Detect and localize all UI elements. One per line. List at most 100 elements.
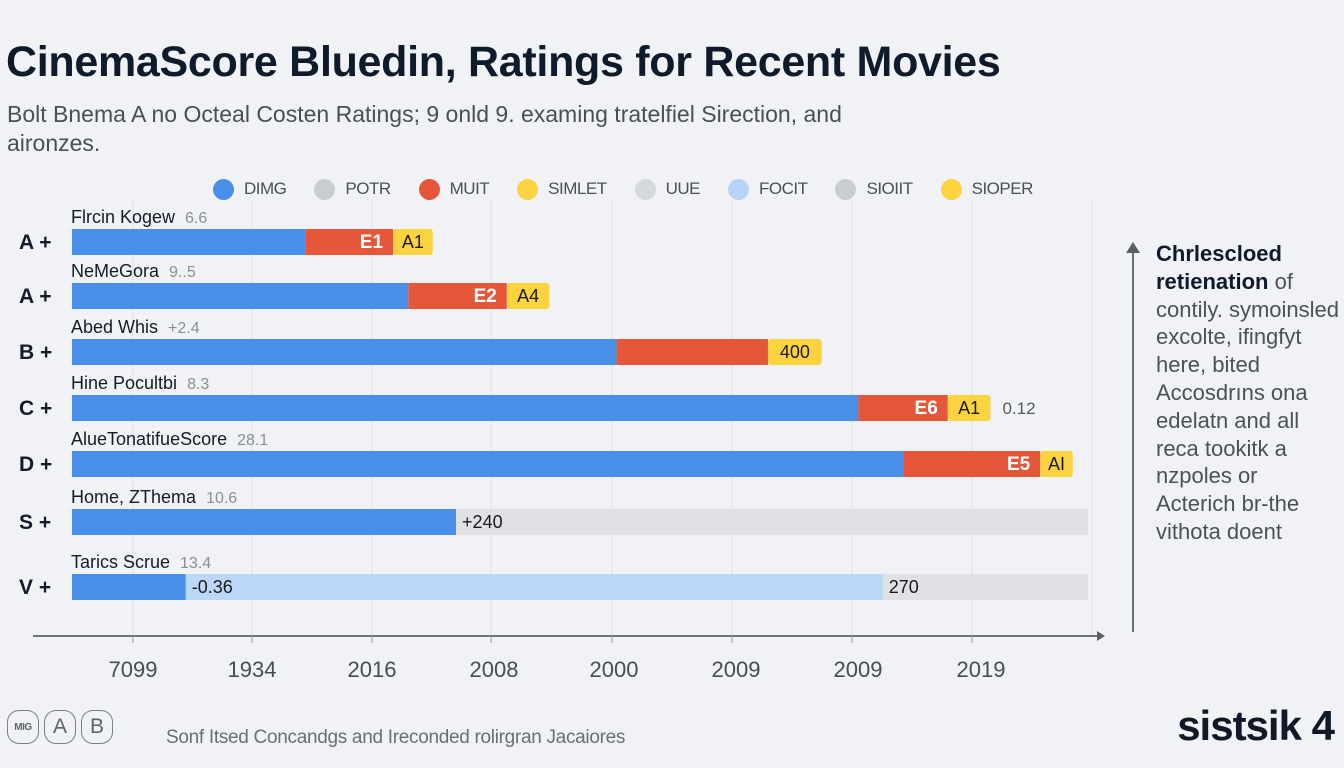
badge-b[interactable]: B	[81, 710, 113, 744]
bar-segment-dimg	[72, 395, 859, 421]
legend-swatch-icon	[314, 178, 336, 200]
badge-mig[interactable]: MIG	[7, 710, 39, 744]
legend-swatch-icon	[835, 178, 857, 200]
legend-item[interactable]: FOCIT	[727, 178, 808, 200]
legend-label: SIMLET	[548, 179, 607, 198]
legend-item[interactable]: UUE	[634, 178, 701, 200]
bar-segment-dimg	[72, 229, 306, 255]
x-tick-label: 2008	[470, 657, 519, 682]
bar-segment-muit	[903, 451, 1041, 477]
legend-label: SIOIIT	[866, 179, 913, 198]
row-value-label: 6.6	[185, 210, 207, 227]
x-tick-label: 2000	[590, 657, 639, 682]
bar-segment-dimg	[72, 451, 904, 477]
row-grade-label: V +	[19, 576, 51, 599]
bar-segment-simlet	[767, 339, 822, 365]
row-movie-name: AlueTonatifueScore	[71, 429, 227, 449]
bar-segment-dimg	[72, 339, 617, 365]
bar-segment-label: 270	[889, 577, 919, 597]
bar-segment-label: A1	[958, 398, 980, 418]
bar-segment-muit	[305, 229, 394, 255]
row-value-label: +2.4	[168, 320, 200, 337]
side-axis-line	[1132, 250, 1134, 632]
bar-segment-label: A4	[517, 286, 539, 306]
side-heading: Chrlescloed	[1156, 241, 1282, 266]
legend-label: MUIT	[449, 179, 490, 198]
legend-label: POTR	[345, 179, 391, 198]
bar-segment-simlet	[393, 229, 433, 255]
row-value-label: 8.3	[187, 376, 209, 393]
x-tick-label: 2009	[712, 657, 761, 682]
bar-segment-label: E6	[915, 398, 938, 419]
legend: DIMG POTR MUIT SIMLET UUE FOCIT SIOIIT SIOPER	[213, 177, 1061, 201]
legend-item[interactable]: MUIT	[418, 178, 490, 200]
bar-segment-dimg	[72, 283, 409, 309]
legend-swatch-icon	[418, 178, 440, 200]
bar-segment-uue	[882, 574, 1088, 600]
legend-swatch-icon	[940, 178, 962, 200]
row-grade-label: S +	[19, 511, 51, 534]
bar-segment-simlet	[947, 395, 991, 421]
chart-subtitle: Bolt Bnema A no Octeal Costen Ratings; 9…	[7, 101, 842, 156]
legend-label: DIMG	[244, 179, 287, 198]
row-movie-name: Home, ZThema	[71, 487, 197, 507]
side-heading-2: retienation	[1156, 268, 1269, 294]
row-movie-name: Tarics Scrue	[71, 552, 170, 572]
bar-segment-label: -0.36	[192, 577, 233, 597]
bar-segment-dimg	[72, 509, 457, 535]
row-grade-label: A +	[19, 231, 51, 254]
legend-item[interactable]: SIOPER	[940, 178, 1034, 200]
row-movie-name: Flrcin Kogew	[71, 207, 176, 227]
bar-segment-muit	[858, 395, 948, 421]
x-tick-label: 2016	[348, 657, 397, 682]
bar-segment-simlet	[506, 283, 550, 309]
row-grade-label: D +	[19, 453, 52, 476]
bar-segment-label: E5	[1007, 454, 1031, 475]
x-tick-label: 2009	[834, 657, 883, 682]
badge-a[interactable]: A	[44, 710, 76, 744]
bar-end-label: 0.12	[1002, 399, 1035, 418]
bar-segment-dimg	[72, 574, 186, 600]
side-annotation: Chrlescloed retienation of contily. symo…	[1156, 240, 1341, 546]
bar-segment-focit	[185, 574, 883, 600]
bar-segment-muit	[408, 283, 507, 309]
x-axis-arrow-icon	[1097, 631, 1105, 641]
bar-segment-muit	[616, 339, 768, 365]
row-value-label: 28.1	[237, 432, 268, 449]
row-movie-name: NeMeGora	[71, 261, 160, 281]
side-heading-rest: of	[1268, 268, 1293, 294]
bar-segment-label: E2	[474, 286, 497, 307]
bar-segment-label: E1	[360, 232, 384, 253]
brand-logo: sistsik 4	[1177, 702, 1335, 749]
legend-item[interactable]: DIMG	[213, 178, 287, 200]
row-grade-label: A +	[19, 285, 51, 308]
bar-segment-label: AI	[1048, 454, 1065, 474]
bar-segment-label: +240	[462, 512, 503, 532]
legend-label: FOCIT	[758, 179, 808, 198]
legend-item[interactable]: SIMLET	[517, 178, 607, 200]
legend-swatch-icon	[517, 178, 539, 200]
row-movie-name: Abed Whis	[71, 317, 158, 337]
legend-swatch-icon	[634, 178, 656, 200]
row-movie-name: Hine Pocultbi	[71, 373, 177, 393]
bar-segment-simlet	[1040, 451, 1073, 477]
legend-item[interactable]: POTR	[314, 178, 391, 200]
side-body: contily. symoinsled excolte, ifingfyt he…	[1156, 296, 1339, 544]
footer-note: Sonf Itsed Concandgs and Ireconded rolir…	[166, 727, 626, 748]
legend-swatch-icon	[727, 178, 749, 200]
legend-label: UUE	[665, 179, 701, 198]
legend-label: SIOPER	[971, 179, 1034, 198]
chart-title: CinemaScore Bluedin, Ratings for Recent …	[6, 38, 1001, 86]
bar-segment-uue	[456, 509, 1089, 535]
row-value-label: 13.4	[180, 555, 211, 572]
bar-segment-label: A1	[402, 232, 424, 252]
x-tick-label: 7099	[109, 657, 158, 682]
legend-item[interactable]: SIOIIT	[835, 178, 913, 200]
legend-swatch-icon	[213, 178, 234, 200]
x-tick-label: 2019	[957, 657, 1006, 682]
bar-segment-label: 400	[780, 342, 810, 362]
row-grade-label: C +	[19, 397, 52, 420]
x-tick-label: 1934	[228, 657, 277, 682]
arrow-up-icon	[1126, 242, 1140, 253]
